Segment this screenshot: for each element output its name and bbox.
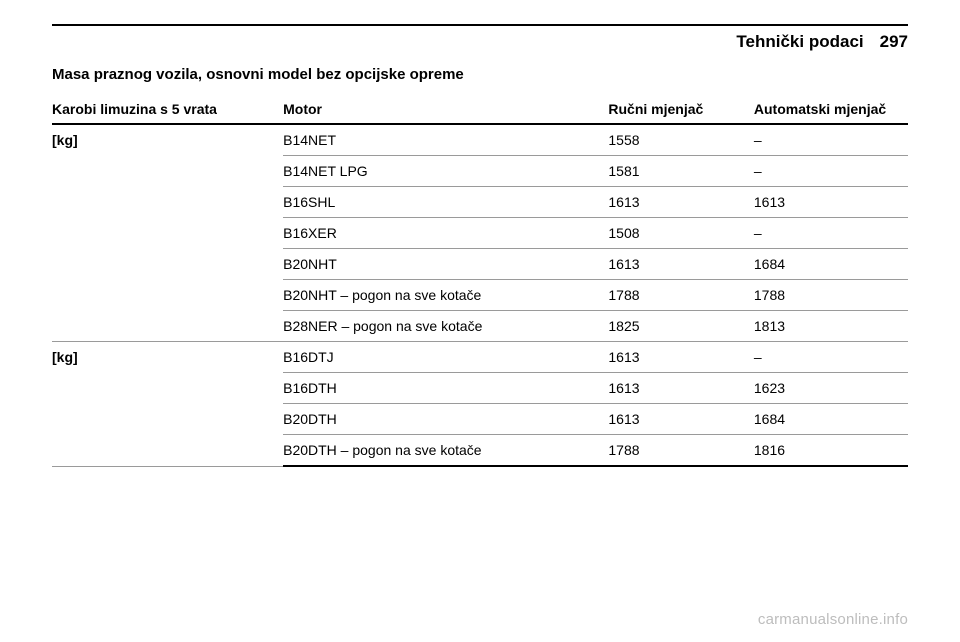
cell-manual: 1613 bbox=[608, 249, 754, 280]
top-rule bbox=[52, 24, 908, 26]
cell-manual: 1613 bbox=[608, 373, 754, 404]
cell-manual: 1788 bbox=[608, 435, 754, 467]
cell-manual: 1788 bbox=[608, 280, 754, 311]
cell-auto: 1816 bbox=[754, 435, 908, 467]
page-heading: Masa praznog vozila, osnovni model bez o… bbox=[52, 66, 908, 83]
body-label-cell: [kg] bbox=[52, 342, 283, 467]
spec-table: Karobi limuzina s 5 vrata Motor Ručni mj… bbox=[52, 95, 908, 467]
table-row: [kg] B16DTJ 1613 – bbox=[52, 342, 908, 373]
cell-manual: 1613 bbox=[608, 404, 754, 435]
cell-engine: B20NHT – pogon na sve kotače bbox=[283, 280, 608, 311]
cell-engine: B14NET bbox=[283, 124, 608, 156]
cell-manual: 1825 bbox=[608, 311, 754, 342]
col-header-engine: Motor bbox=[283, 95, 608, 124]
cell-auto: 1684 bbox=[754, 404, 908, 435]
cell-engine: B14NET LPG bbox=[283, 156, 608, 187]
cell-engine: B20DTH bbox=[283, 404, 608, 435]
cell-auto: 1813 bbox=[754, 311, 908, 342]
cell-manual: 1613 bbox=[608, 187, 754, 218]
cell-auto: – bbox=[754, 156, 908, 187]
table-row: [kg] B14NET 1558 – bbox=[52, 124, 908, 156]
col-header-body: Karobi limuzina s 5 vrata bbox=[52, 95, 283, 124]
cell-manual: 1508 bbox=[608, 218, 754, 249]
cell-auto: 1623 bbox=[754, 373, 908, 404]
watermark-text: carmanualsonline.info bbox=[758, 611, 908, 628]
cell-manual: 1581 bbox=[608, 156, 754, 187]
section-title: Tehnički podaci bbox=[736, 32, 863, 52]
table-header-row: Karobi limuzina s 5 vrata Motor Ručni mj… bbox=[52, 95, 908, 124]
cell-auto: – bbox=[754, 342, 908, 373]
col-header-manual: Ručni mjenjač bbox=[608, 95, 754, 124]
cell-engine: B16SHL bbox=[283, 187, 608, 218]
page-header: Tehnički podaci 297 bbox=[52, 32, 908, 52]
cell-auto: 1684 bbox=[754, 249, 908, 280]
col-header-auto: Automatski mjenjač bbox=[754, 95, 908, 124]
cell-engine: B16DTH bbox=[283, 373, 608, 404]
page-number: 297 bbox=[880, 32, 908, 52]
body-label-cell: [kg] bbox=[52, 124, 283, 342]
cell-manual: 1613 bbox=[608, 342, 754, 373]
cell-auto: 1788 bbox=[754, 280, 908, 311]
cell-auto: – bbox=[754, 218, 908, 249]
cell-engine: B16DTJ bbox=[283, 342, 608, 373]
table-body: [kg] B14NET 1558 – B14NET LPG 1581 – B16… bbox=[52, 124, 908, 466]
cell-engine: B16XER bbox=[283, 218, 608, 249]
cell-engine: B20DTH – pogon na sve kotače bbox=[283, 435, 608, 467]
cell-auto: 1613 bbox=[754, 187, 908, 218]
cell-auto: – bbox=[754, 124, 908, 156]
cell-engine: B28NER – pogon na sve kotače bbox=[283, 311, 608, 342]
cell-engine: B20NHT bbox=[283, 249, 608, 280]
cell-manual: 1558 bbox=[608, 124, 754, 156]
